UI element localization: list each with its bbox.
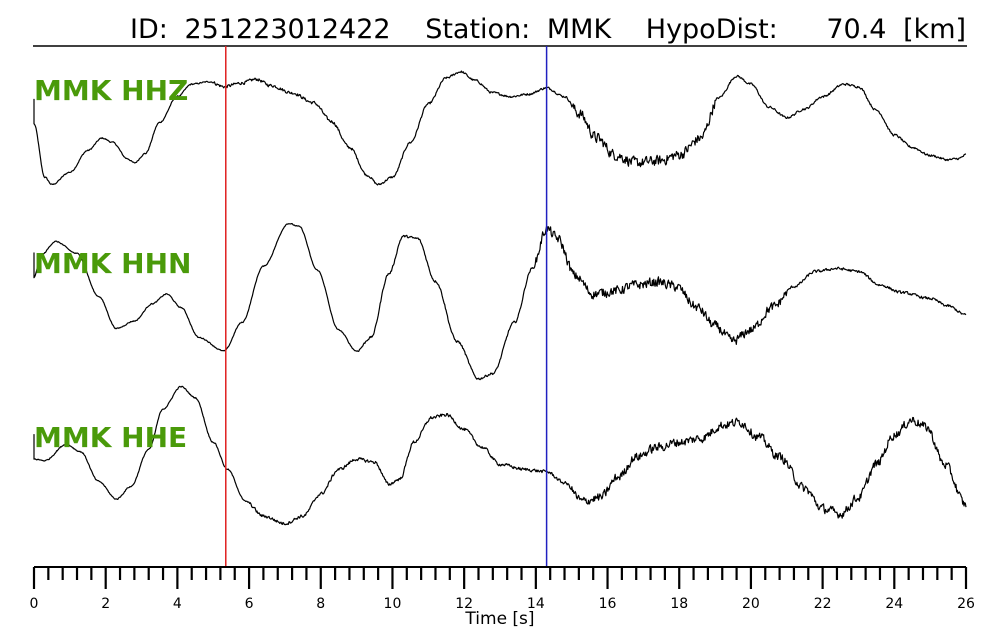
- x-axis-label: Time [s]: [464, 609, 534, 629]
- traces-layer: [33, 70, 967, 526]
- station-label: Station:: [425, 14, 530, 45]
- x-tick-label: 26: [957, 596, 975, 612]
- station-value: MMK: [547, 14, 613, 45]
- x-tick-label: 4: [173, 596, 182, 612]
- trace-mmk-hhe: [33, 385, 967, 526]
- hypodist-unit: [km]: [903, 14, 966, 45]
- trace-mmk-hhz: [33, 70, 967, 186]
- chart-title: ID: 251223012422 Station: MMK HypoDist: …: [130, 14, 966, 45]
- id-value: 251223012422: [184, 14, 390, 45]
- channel-label-mmk-hhe: MMK HHE: [34, 421, 187, 454]
- channel-label-mmk-hhn: MMK HHN: [34, 247, 191, 280]
- picks-layer: [225, 46, 548, 566]
- hypodist-label: HypoDist:: [646, 14, 778, 45]
- x-tick-label: 6: [245, 596, 254, 612]
- trace-mmk-hhn: [33, 223, 967, 381]
- x-tick-label: 14: [527, 596, 545, 612]
- x-tick-label: 12: [455, 596, 473, 612]
- x-tick-label: 18: [670, 596, 688, 612]
- x-tick-label: 10: [384, 596, 402, 612]
- x-axis: 0 2 4 6 8 10 12 14 16 18 20 22 24 26: [30, 566, 975, 612]
- hypodist-value: 70.4: [826, 14, 886, 45]
- channel-label-mmk-hhz: MMK HHZ: [34, 74, 188, 107]
- x-tick-label: 0: [30, 596, 39, 612]
- x-tick-label: 2: [101, 596, 110, 612]
- x-tick-label: 20: [742, 596, 760, 612]
- x-tick-label: 24: [885, 596, 903, 612]
- channel-labels-layer: MMK HHZ MMK HHN MMK HHE: [34, 74, 191, 454]
- x-tick-label: 16: [599, 596, 617, 612]
- id-label: ID:: [130, 14, 168, 45]
- x-tick-label: 8: [316, 596, 325, 612]
- x-tick-label: 22: [814, 596, 832, 612]
